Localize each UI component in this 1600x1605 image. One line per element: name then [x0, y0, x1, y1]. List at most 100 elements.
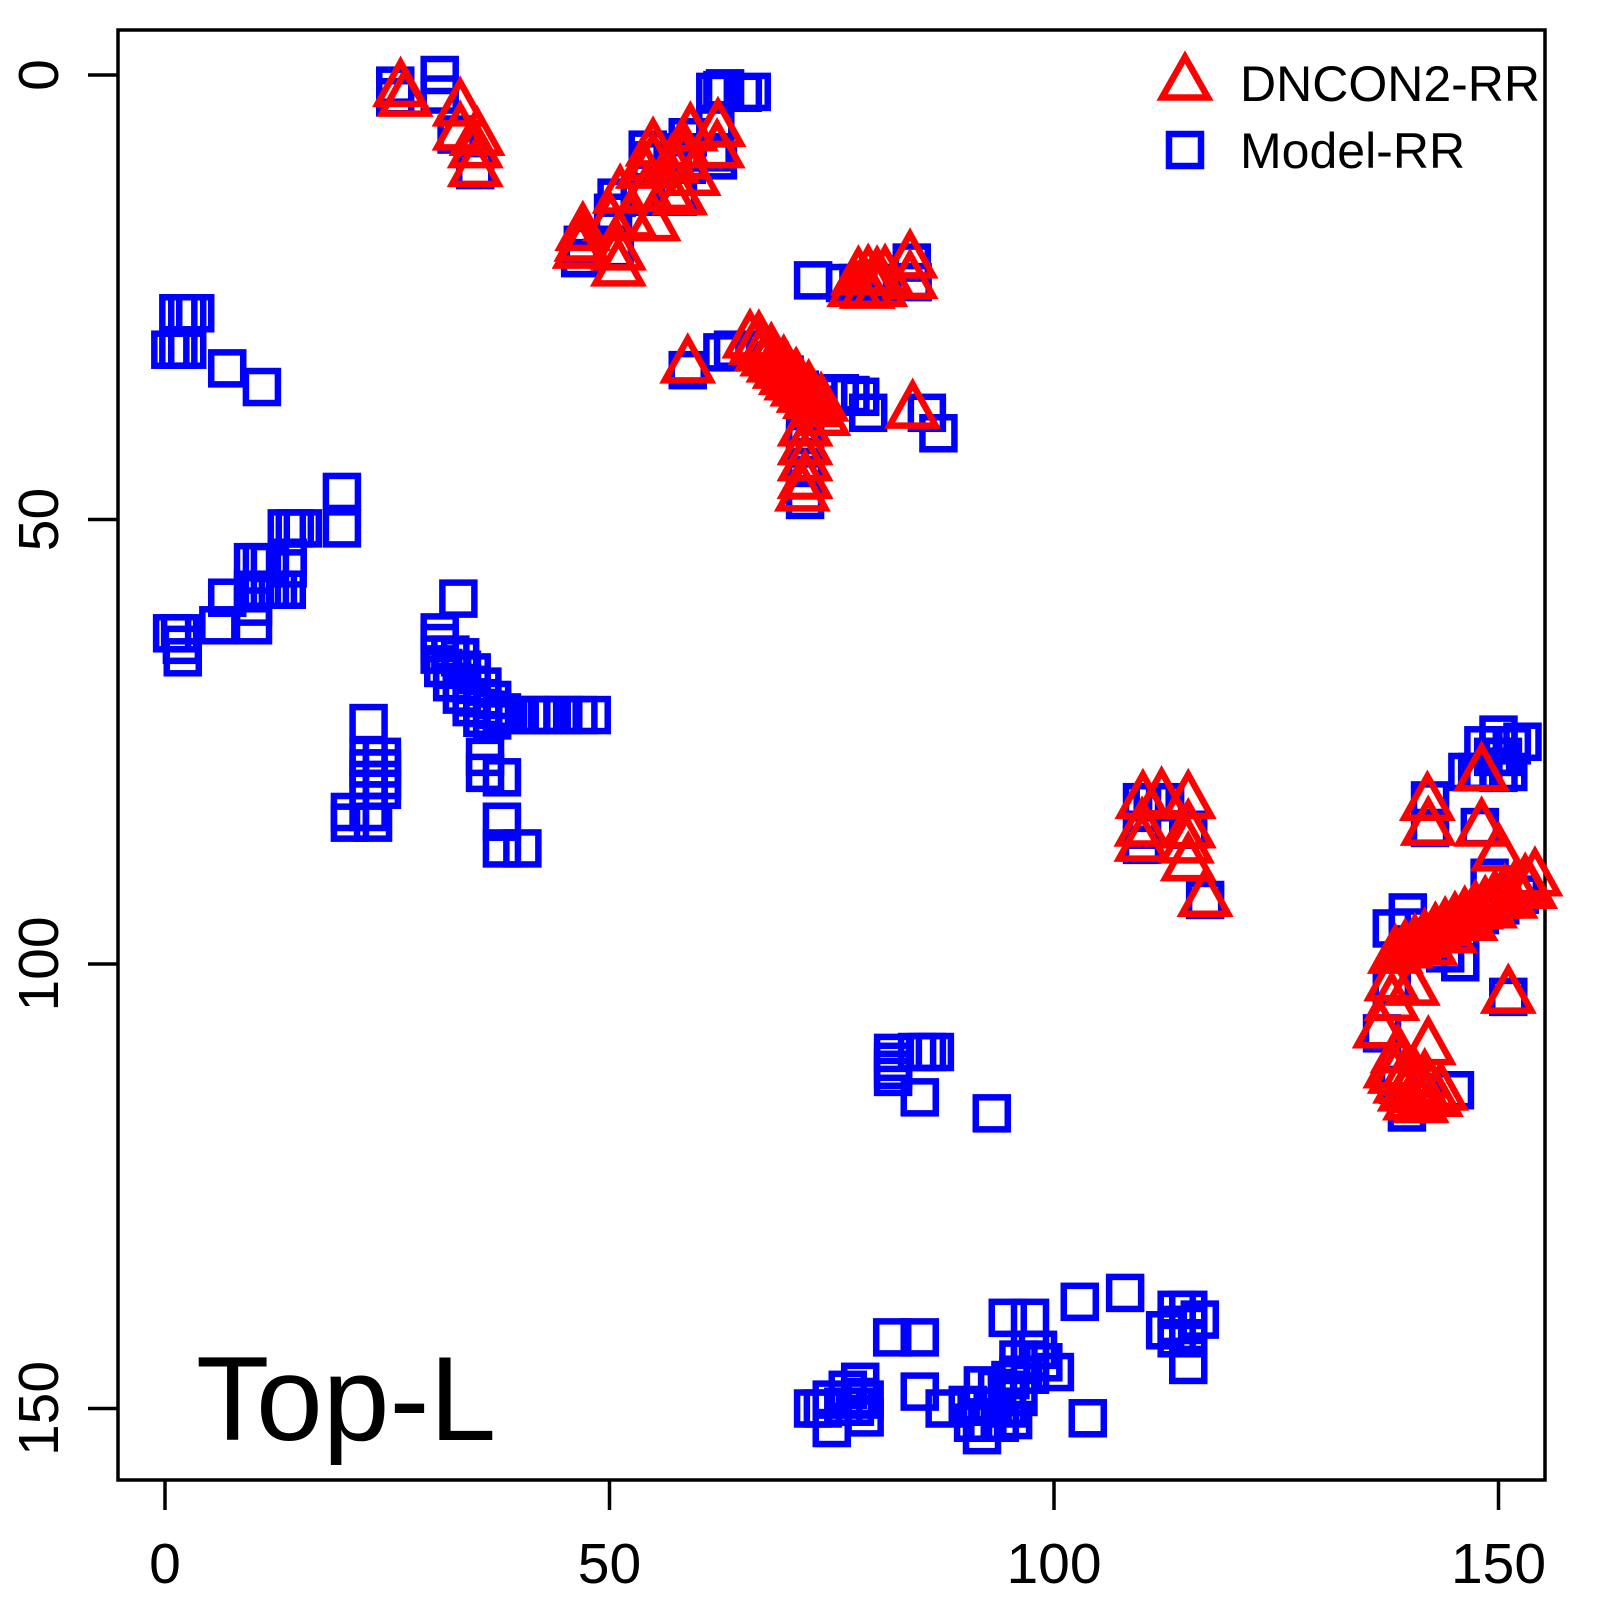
marker-model-rr-square [207, 349, 247, 388]
marker-model-rr-square [705, 69, 745, 108]
marker-dncon2-rr-triangle [589, 219, 647, 271]
y-tick-label: 0 [7, 59, 71, 91]
annotation-top-l: Top-L [196, 1332, 496, 1466]
marker-dncon2-rr-triangle [688, 116, 746, 169]
marker-dncon2-rr-triangle [1453, 740, 1511, 792]
marker-model-rr-square [1168, 1345, 1208, 1385]
marker-model-rr-square [330, 803, 370, 842]
marker-model-rr-square [872, 1318, 912, 1357]
marker-model-rr-square [1168, 1319, 1208, 1358]
marker-dncon2-rr-triangle [376, 65, 434, 117]
y-tick-label: 50 [7, 488, 71, 551]
marker-model-rr-square [167, 330, 207, 369]
marker-model-rr-square [175, 294, 215, 333]
marker-model-rr-square [1068, 1399, 1108, 1438]
legend: DNCON2-RR Model-RR [1156, 50, 1540, 179]
marker-dncon2-rr-triangle [589, 235, 647, 287]
marker-model-rr-square [915, 1032, 955, 1072]
marker-dncon2-rr-triangle [448, 104, 506, 156]
marker-dncon2-rr-triangle [776, 447, 834, 500]
marker-dncon2-rr-triangle [1398, 769, 1456, 821]
x-tick-label: 50 [578, 1532, 641, 1596]
marker-model-rr-square [503, 829, 542, 868]
marker-model-rr-square [1035, 1352, 1075, 1392]
marker-dncon2-rr-triangle [792, 370, 850, 422]
marker-dncon2-rr-triangle [1157, 812, 1215, 864]
legend-triangle-icon [1156, 50, 1214, 101]
marker-dncon2-rr-triangle [1399, 794, 1457, 846]
marker-model-rr-square [1105, 1273, 1145, 1313]
marker-dncon2-rr-triangle [1113, 795, 1171, 847]
marker-dncon2-rr-triangle [1113, 810, 1171, 862]
marker-dncon2-rr-triangle [659, 332, 717, 384]
marker-dncon2-rr-triangle [1383, 954, 1441, 1006]
marker-dncon2-rr-triangle [431, 75, 489, 127]
marker-model-rr-square [1060, 1282, 1100, 1322]
marker-model-rr-square [732, 72, 771, 112]
marker-dncon2-rr-triangle [614, 137, 672, 189]
marker-dncon2-rr-triangle [446, 116, 504, 169]
marker-model-rr-square [349, 703, 388, 743]
marker-model-rr-square [848, 393, 888, 433]
marker-dncon2-rr-triangle [446, 135, 504, 188]
marker-model-rr-square [873, 1057, 913, 1097]
marker-model-rr-square [482, 758, 522, 797]
marker-dncon2-rr-triangle [1453, 795, 1511, 847]
marker-model-rr-square [999, 1377, 1038, 1417]
marker-dncon2-rr-triangle [884, 377, 942, 429]
plot-box [116, 28, 1547, 1482]
legend-label-dncon2: DNCON2-RR [1240, 56, 1540, 112]
marker-dncon2-rr-triangle [1351, 997, 1409, 1049]
marker-model-rr-square [439, 579, 478, 618]
x-tick-label: 100 [1006, 1532, 1101, 1596]
marker-dncon2-rr-triangle [773, 460, 831, 512]
marker-model-rr-square [828, 1370, 868, 1410]
marker-dncon2-rr-triangle [689, 95, 747, 148]
marker-dncon2-rr-triangle [1401, 914, 1459, 966]
legend-square-icon [1165, 130, 1205, 170]
marker-model-rr-square [900, 1078, 940, 1117]
marker-dncon2-rr-triangle [1176, 865, 1234, 917]
marker-model-rr-square [353, 803, 393, 842]
marker-dncon2-rr-triangle [1159, 829, 1217, 882]
marker-dncon2-rr-triangle [554, 199, 612, 252]
marker-model-rr-square [472, 701, 512, 740]
marker-model-rr-square [322, 509, 362, 548]
marker-dncon2-rr-triangle [1159, 797, 1217, 849]
marker-dncon2-rr-triangle [1412, 1059, 1470, 1111]
x-tick-label: 0 [149, 1532, 181, 1596]
marker-model-rr-square [793, 261, 833, 300]
y-tick-label: 150 [7, 1361, 71, 1456]
marker-model-rr-square [993, 1400, 1033, 1440]
marker-dncon2-rr-triangle [1392, 1071, 1450, 1124]
marker-model-rr-square [919, 414, 958, 453]
marker-model-rr-square [207, 578, 247, 617]
marker-dncon2-rr-triangle [1479, 962, 1537, 1014]
x-axis: 0 50 100 150 [149, 1480, 1546, 1596]
marker-dncon2-rr-triangle [624, 189, 682, 242]
marker-model-rr-square [322, 472, 362, 512]
marker-model-rr-square [163, 638, 203, 677]
marker-model-rr-square [988, 1298, 1028, 1338]
marker-model-rr-square [242, 367, 282, 407]
marker-dncon2-rr-triangle [1441, 889, 1499, 941]
legend-label-model: Model-RR [1240, 123, 1465, 179]
marker-dncon2-rr-triangle [1366, 922, 1424, 974]
marker-model-rr-square [482, 829, 522, 868]
y-axis: 0 50 100 150 [7, 59, 118, 1456]
marker-dncon2-rr-triangle [651, 164, 709, 216]
data-points [151, 55, 1564, 1455]
marker-dncon2-rr-triangle [1133, 765, 1191, 817]
marker-dncon2-rr-triangle [1363, 969, 1421, 1021]
marker-model-rr-square [482, 802, 522, 842]
marker-dncon2-rr-triangle [881, 247, 939, 300]
marker-model-rr-square [420, 55, 459, 95]
marker-model-rr-square [233, 606, 273, 645]
marker-model-rr-square [812, 1408, 851, 1448]
marker-model-rr-square [900, 1318, 940, 1357]
marker-dncon2-rr-triangle [881, 227, 939, 279]
y-tick-label: 100 [7, 916, 71, 1011]
marker-model-rr-square [987, 1389, 1027, 1428]
